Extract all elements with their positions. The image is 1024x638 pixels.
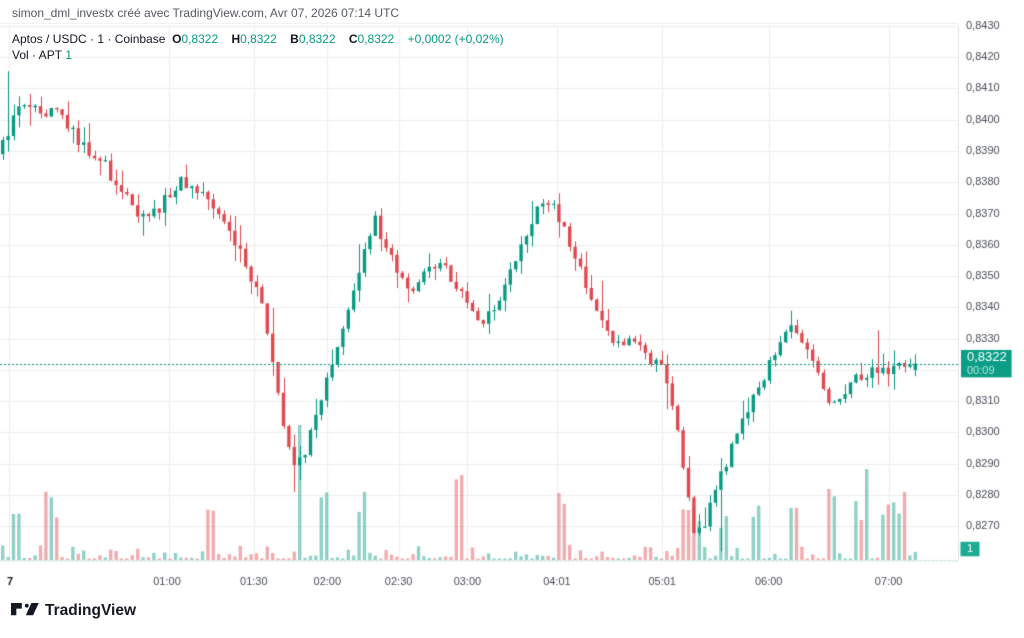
svg-text:TradingView: TradingView: [45, 602, 137, 619]
